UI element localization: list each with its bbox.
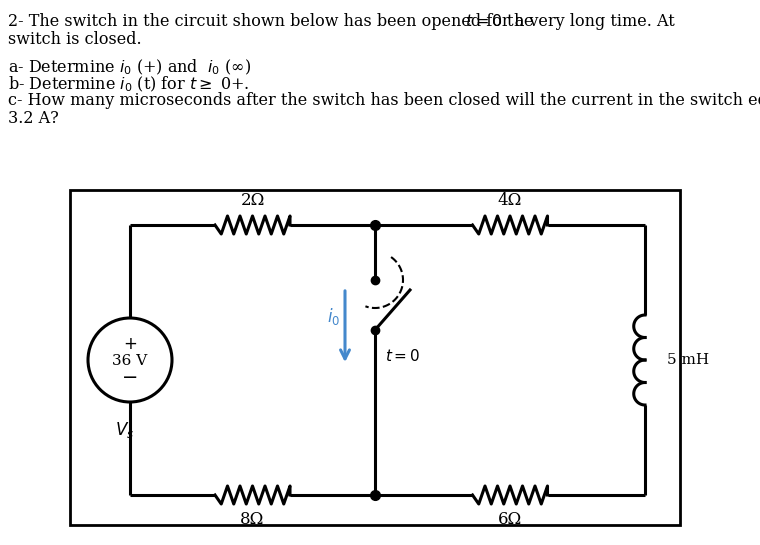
Text: 6Ω: 6Ω [498,511,522,528]
Text: 36 V: 36 V [112,354,147,368]
Text: c- How many microseconds after the switch has been closed will the current in th: c- How many microseconds after the switc… [8,92,760,109]
Text: $i_0$: $i_0$ [327,306,340,327]
Text: 8Ω: 8Ω [240,511,264,528]
Text: 4Ω: 4Ω [498,192,522,209]
Text: $V_s$: $V_s$ [116,420,135,440]
Text: 5 mH: 5 mH [667,353,709,367]
Text: b- Determine $i_0$ (t) for $t\geq$ 0+.: b- Determine $i_0$ (t) for $t\geq$ 0+. [8,75,249,94]
Text: 2- The switch in the circuit shown below has been opened for a very long time. A: 2- The switch in the circuit shown below… [8,13,680,30]
Text: 3.2 A?: 3.2 A? [8,110,59,127]
Text: $t = 0$: $t = 0$ [385,348,420,364]
Text: −: − [122,367,138,386]
Text: switch is closed.: switch is closed. [8,31,141,48]
Text: +: + [123,335,137,353]
Text: a- Determine $i_0$ (+) and  $i_0$ (∞): a- Determine $i_0$ (+) and $i_0$ (∞) [8,58,251,77]
Bar [70,190,680,525]
Text: 2Ω: 2Ω [240,192,264,209]
Text: $t = 0$ the: $t = 0$ the [8,13,534,30]
